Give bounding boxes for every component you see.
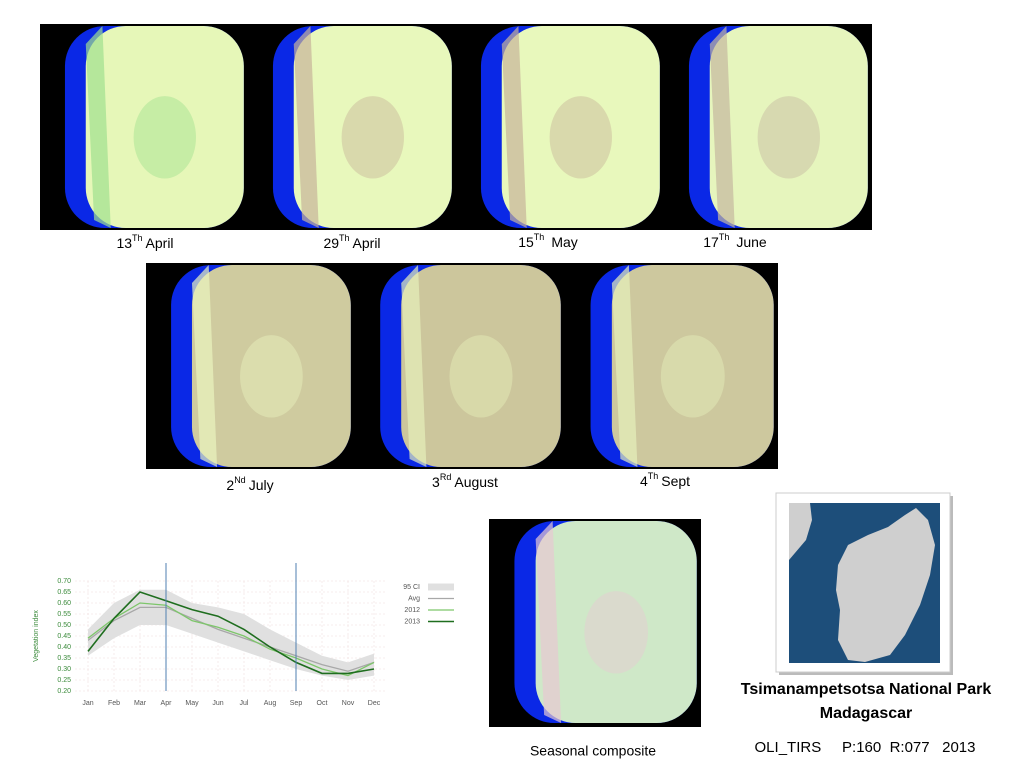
y-tick-label: 0.40 bbox=[57, 644, 71, 651]
land bbox=[535, 521, 697, 723]
coastal-strip bbox=[401, 265, 427, 467]
caption: 2Nd July bbox=[226, 475, 273, 492]
y-tick-label: 0.45 bbox=[57, 633, 71, 640]
x-tick-label: Nov bbox=[342, 700, 355, 707]
day: 3 bbox=[432, 474, 440, 490]
sup: Nd bbox=[234, 475, 246, 485]
legend-label: 2013 bbox=[404, 618, 420, 625]
sup: Th bbox=[132, 233, 143, 243]
month: Sept bbox=[661, 473, 690, 489]
date-captions: 13Th April 29Th April 15Th May 17Th June 2Nd… bbox=[116, 232, 766, 492]
sup: Th bbox=[339, 233, 350, 243]
vegetation-patch bbox=[449, 335, 513, 418]
day: 17 bbox=[703, 234, 719, 250]
vegetation-patch bbox=[660, 335, 725, 418]
sup: Rd bbox=[440, 472, 452, 482]
site-country: Madagascar bbox=[820, 705, 913, 722]
vegetation-chart: 0.20 0.25 0.30 0.35 0.40 0.45 0.50 0.55 0.60 0.65… bbox=[33, 563, 454, 707]
month: July bbox=[249, 477, 274, 493]
y-tick-label: 0.65 bbox=[57, 589, 71, 596]
y-tick-label: 0.70 bbox=[57, 578, 71, 585]
composite-caption: Seasonal composite bbox=[530, 743, 656, 759]
africa-coast bbox=[789, 503, 812, 560]
x-tick-label: Jun bbox=[212, 700, 223, 707]
caption: 13Th April bbox=[116, 233, 173, 250]
month: August bbox=[454, 474, 498, 490]
land bbox=[401, 265, 561, 467]
coastal-strip bbox=[501, 26, 527, 228]
map-inset bbox=[775, 492, 953, 675]
y-tick-label: 0.50 bbox=[57, 622, 71, 629]
caption: 29Th April bbox=[323, 233, 380, 250]
land bbox=[501, 26, 660, 228]
vegetation-patch bbox=[341, 96, 404, 179]
y-tick-label: 0.35 bbox=[57, 655, 71, 662]
coastal-strip bbox=[709, 26, 735, 228]
x-tick-label: Feb bbox=[108, 700, 120, 707]
x-tick-label: Sep bbox=[290, 700, 303, 707]
madagascar bbox=[836, 508, 935, 662]
day: 15 bbox=[518, 234, 534, 250]
series-line bbox=[87, 606, 375, 672]
satellite-images bbox=[40, 24, 872, 727]
day: 4 bbox=[640, 473, 648, 489]
y-tick-label: 0.60 bbox=[57, 600, 71, 607]
y-tick-label: 0.55 bbox=[57, 611, 71, 618]
x-tick-label: Jan bbox=[82, 700, 93, 707]
caption: 4Th Sept bbox=[640, 471, 690, 488]
land bbox=[293, 26, 452, 228]
land bbox=[85, 26, 244, 228]
sup: Th bbox=[648, 471, 659, 481]
x-tick-label: Oct bbox=[317, 700, 328, 707]
vegetation-patch bbox=[133, 96, 196, 179]
month: April bbox=[353, 235, 381, 251]
vegetation-patch bbox=[584, 591, 648, 674]
coastal-strip bbox=[191, 265, 218, 467]
vegetation-patch bbox=[240, 335, 303, 418]
land bbox=[611, 265, 774, 467]
land bbox=[191, 265, 351, 467]
month: June bbox=[736, 234, 767, 250]
sup: Th bbox=[719, 232, 730, 242]
coastal-strip bbox=[535, 521, 562, 723]
caption: 15Th May bbox=[518, 232, 578, 249]
x-tick-label: Dec bbox=[368, 700, 381, 707]
land bbox=[709, 26, 868, 228]
caption: 17Th June bbox=[703, 232, 767, 249]
legend-label: 2012 bbox=[404, 607, 420, 614]
month: May bbox=[551, 234, 577, 250]
sup: Th bbox=[534, 232, 545, 242]
series-line bbox=[87, 602, 375, 677]
day: 29 bbox=[323, 235, 339, 251]
caption: 3Rd August bbox=[432, 472, 498, 489]
x-tick-label: May bbox=[185, 700, 199, 707]
y-tick-label: 0.20 bbox=[57, 688, 71, 695]
legend-label: 95 CI bbox=[403, 584, 420, 591]
x-tick-label: Jul bbox=[240, 700, 249, 707]
y-axis-label: Vegetation index bbox=[33, 610, 40, 662]
coastal-strip bbox=[85, 26, 111, 228]
x-tick-label: Mar bbox=[134, 700, 147, 707]
x-tick-label: Apr bbox=[161, 700, 173, 707]
month: April bbox=[146, 235, 174, 251]
site-title: Tsimanampetsotsa National Park bbox=[741, 681, 992, 698]
vegetation-patch bbox=[549, 96, 612, 179]
coastal-strip bbox=[293, 26, 319, 228]
day: 2 bbox=[226, 477, 234, 493]
vegetation-patch bbox=[757, 96, 820, 179]
coastal-strip bbox=[611, 265, 638, 467]
y-tick-label: 0.25 bbox=[57, 677, 71, 684]
day: 13 bbox=[116, 235, 132, 251]
series-line bbox=[87, 591, 375, 675]
scene-info: OLI_TIRS P:160 R:077 2013 bbox=[755, 739, 976, 756]
y-tick-label: 0.30 bbox=[57, 666, 71, 673]
legend-label: Avg bbox=[408, 595, 420, 602]
x-tick-label: Aug bbox=[264, 700, 277, 707]
